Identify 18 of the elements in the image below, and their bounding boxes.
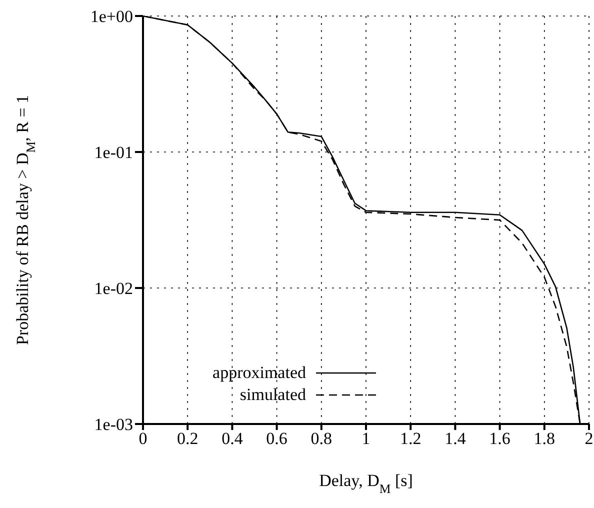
- x-tick-label: 0: [138, 429, 148, 448]
- x-tick-label: 1: [362, 429, 370, 448]
- x-tick-label: 0.6: [266, 429, 288, 448]
- x-axis-title: Delay, D$_{M}$ [s]: [319, 471, 413, 496]
- y-tick-label: 1e-01: [94, 143, 133, 162]
- y-tick-label: 1e-03: [94, 415, 133, 434]
- x-tick-label: 1.2: [400, 429, 422, 448]
- x-tick-label: 1.8: [534, 429, 556, 448]
- x-tick-label: 2: [584, 429, 594, 448]
- x-tick-label: 0.2: [176, 429, 198, 448]
- x-tick-label: 1.4: [444, 429, 466, 448]
- x-tick-label: 1.6: [489, 429, 510, 448]
- x-tick-label: 0.4: [222, 429, 244, 448]
- y-tick-label: 1e-02: [94, 279, 133, 298]
- y-tick-label: 1e+00: [90, 7, 133, 26]
- legend-label: approximated: [212, 363, 306, 382]
- x-tick-label: 0.8: [310, 429, 332, 448]
- legend-label: simulated: [240, 385, 306, 404]
